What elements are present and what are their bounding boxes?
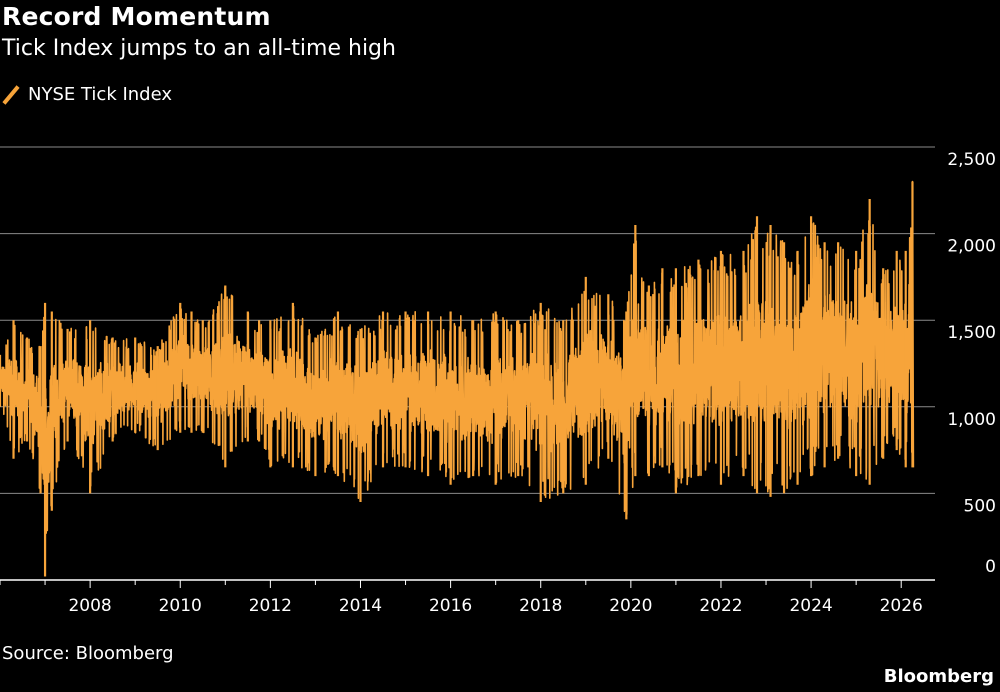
x-tick-label: 2022 bbox=[699, 596, 742, 616]
y-tick-label: 500 bbox=[964, 496, 996, 516]
series-line-nyse-tick-index bbox=[0, 180, 915, 575]
x-tick-label: 2024 bbox=[789, 596, 832, 616]
legend-label: NYSE Tick Index bbox=[28, 84, 173, 105]
legend: NYSE Tick Index bbox=[2, 84, 172, 105]
y-tick-label: 1,000 bbox=[947, 410, 996, 430]
x-tick-label: 2016 bbox=[429, 596, 472, 616]
y-tick-label: 0 bbox=[985, 557, 996, 577]
y-tick-label: 2,500 bbox=[947, 150, 996, 170]
x-tick-label: 2010 bbox=[159, 596, 202, 616]
x-tick-label: 2012 bbox=[249, 596, 292, 616]
chart-subtitle: Tick Index jumps to an all-time high bbox=[2, 36, 396, 61]
y-tick-label: 1,500 bbox=[947, 323, 996, 343]
y-tick-label: 2,000 bbox=[947, 237, 996, 257]
chart-title: Record Momentum bbox=[2, 2, 271, 31]
source-note: Source: Bloomberg bbox=[2, 643, 174, 664]
x-tick-label: 2008 bbox=[68, 596, 111, 616]
x-tick-label: 2018 bbox=[519, 596, 562, 616]
x-tick-label: 2020 bbox=[609, 596, 652, 616]
x-tick-label: 2014 bbox=[339, 596, 382, 616]
x-tick-label: 2026 bbox=[880, 596, 923, 616]
brand-logo: Bloomberg bbox=[883, 666, 994, 687]
